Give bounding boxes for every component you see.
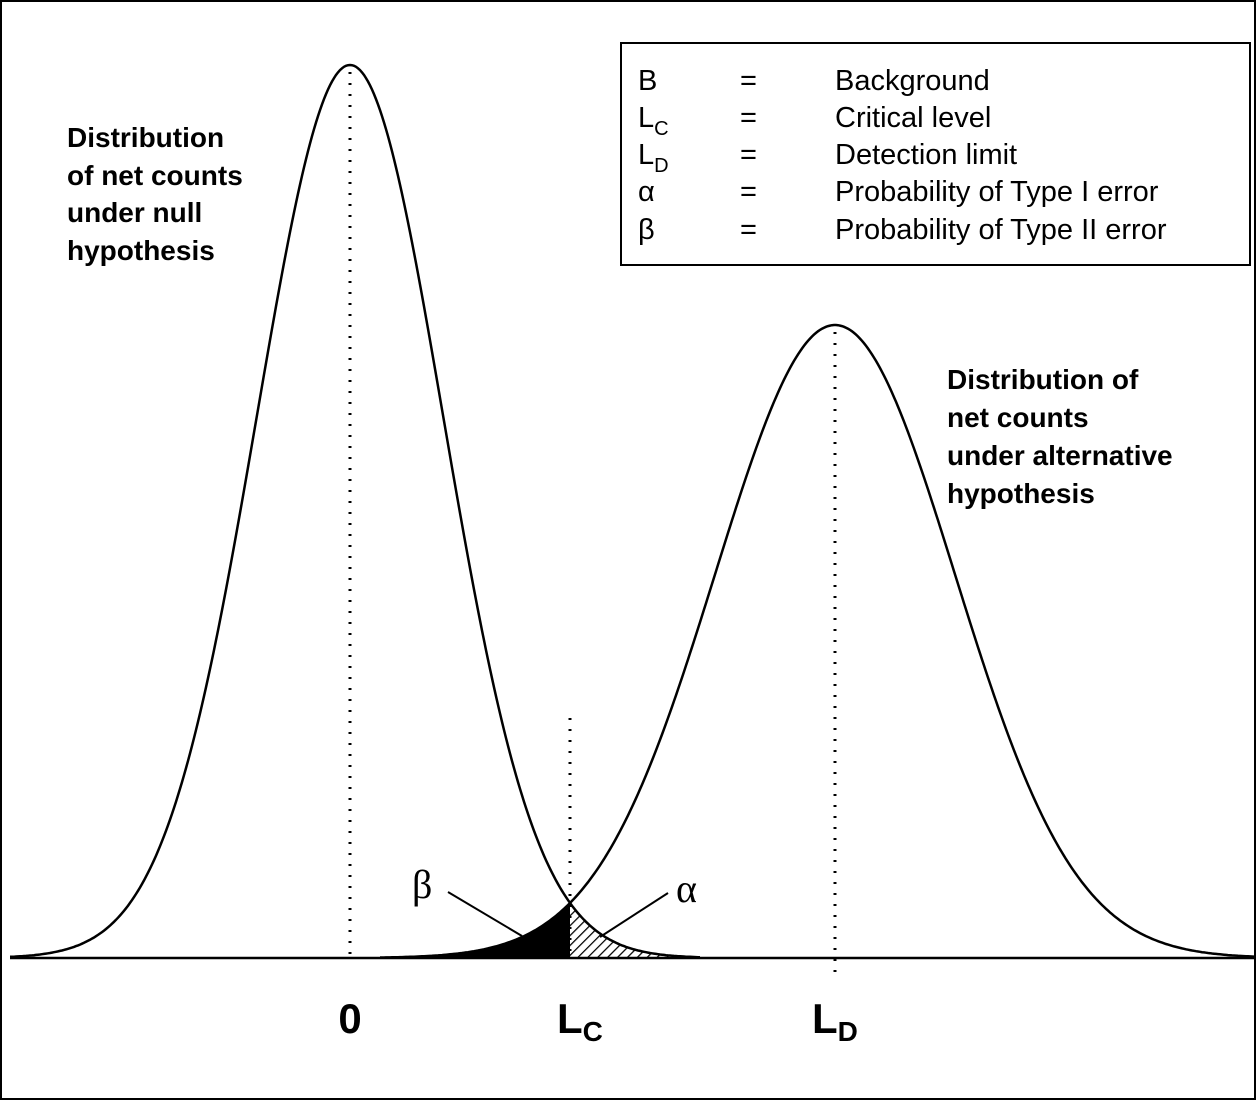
subscript: D <box>838 1016 858 1047</box>
beta-region <box>380 903 570 958</box>
symbol: L <box>638 102 654 134</box>
symbol: L <box>638 139 654 171</box>
subscript: D <box>654 155 668 177</box>
alternative-curve <box>380 323 1256 959</box>
label-line: under null <box>67 197 202 228</box>
legend-equals: = <box>740 102 757 134</box>
null-label: Distribution of net counts under null hy… <box>67 122 243 266</box>
label-line: net counts <box>947 402 1089 433</box>
axis-label-critical: LC <box>557 995 603 1047</box>
legend-equals: = <box>740 65 757 97</box>
legend-equals: = <box>740 139 757 171</box>
legend-equals: = <box>740 176 757 208</box>
legend-meaning: Background <box>835 65 990 97</box>
legend-symbol: LD <box>638 139 669 177</box>
legend-box <box>620 42 1251 266</box>
legend-meaning: Probability of Type II error <box>835 214 1167 246</box>
axis-label-detection: LD <box>812 995 858 1047</box>
beta-label: β <box>412 862 432 907</box>
legend-symbol: α <box>638 176 655 208</box>
label-line: under alternative <box>947 440 1173 471</box>
subscript: C <box>583 1016 603 1047</box>
curves <box>10 63 1256 959</box>
symbol: L <box>557 995 583 1042</box>
label-line: Distribution <box>67 122 224 153</box>
label-line: Distribution of <box>947 364 1139 395</box>
beta-pointer <box>447 891 523 937</box>
legend-equals: = <box>740 214 757 246</box>
label-line: hypothesis <box>67 235 215 266</box>
legend-meaning: Critical level <box>835 102 991 134</box>
label-line: hypothesis <box>947 478 1095 509</box>
legend-symbol: B <box>638 65 657 97</box>
null-curve <box>10 63 700 959</box>
alpha-region <box>570 902 700 958</box>
alternative-label: Distribution of net counts under alterna… <box>947 364 1173 509</box>
subscript: C <box>654 118 668 140</box>
legend-symbol: β <box>638 214 655 246</box>
alpha-pointer <box>599 892 669 938</box>
symbol: L <box>812 995 838 1042</box>
axis-label-zero: 0 <box>338 995 361 1042</box>
label-line: of net counts <box>67 160 243 191</box>
legend-meaning: Detection limit <box>835 139 1017 171</box>
legend-symbol: LC <box>638 102 669 140</box>
alpha-label: α <box>676 866 697 911</box>
legend-meaning: Probability of Type I error <box>835 176 1159 208</box>
legend: B = Background LC = Critical level LD = … <box>638 65 1167 246</box>
